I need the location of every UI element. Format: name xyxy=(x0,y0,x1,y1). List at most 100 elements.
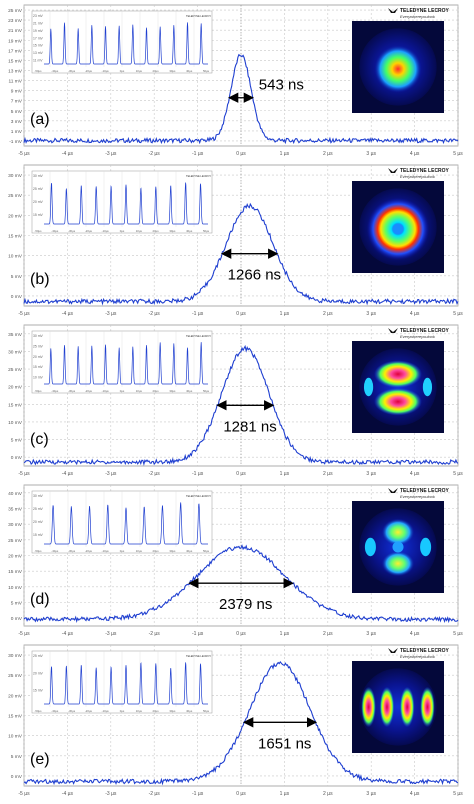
inset-x-tick: -10µs xyxy=(102,229,110,233)
x-tick-label: -1 µs xyxy=(192,471,204,477)
y-tick-label: 11 mV xyxy=(8,79,22,85)
y-tick-label: 1 mV xyxy=(11,129,23,135)
x-tick-label: 4 µs xyxy=(410,151,420,157)
x-tick-label: 1 µs xyxy=(280,791,290,797)
inset-x-tick: -40µs xyxy=(51,549,59,553)
beam-background-glow xyxy=(359,668,437,746)
inset-brand-label: TELEDYNE LECROY xyxy=(186,494,211,498)
inset-x-tick: 40µs xyxy=(186,69,193,73)
inset-x-tick: 0µs xyxy=(120,709,125,713)
y-tick-label: 10 mV xyxy=(8,585,23,591)
inset-y-tick: 30 mV xyxy=(33,494,44,498)
inset-x-tick: -50µs xyxy=(34,229,42,233)
beam-gaussian-spot xyxy=(374,45,422,93)
y-tick-label: 25 mV xyxy=(8,367,23,373)
x-tick-label: 3 µs xyxy=(366,631,376,637)
inset-y-tick: 23 mV xyxy=(33,14,44,18)
x-tick-label: 3 µs xyxy=(366,471,376,477)
teledyne-logo-icon xyxy=(388,8,398,13)
inset-y-tick: 10 mV xyxy=(33,376,44,380)
x-tick-label: -2 µs xyxy=(149,471,161,477)
fwhm-label: 1281 ns xyxy=(223,418,276,435)
x-tick-label: -4 µs xyxy=(62,791,74,797)
pulse-trace xyxy=(23,660,459,786)
inset-y-tick: 17 mV xyxy=(33,36,44,40)
beam-left-side-lobe xyxy=(363,377,374,397)
inset-x-tick: 0µs xyxy=(120,389,125,393)
inset-x-tick: 20µs xyxy=(153,229,160,233)
teledyne-logo-icon xyxy=(388,168,398,173)
x-tick-label: 5 µs xyxy=(453,151,463,157)
inset-trace xyxy=(44,662,208,705)
inset-y-tick: 25 mV xyxy=(33,187,44,191)
x-tick-label: -2 µs xyxy=(149,151,161,157)
inset-trace xyxy=(44,342,208,385)
inset-x-tick: 0µs xyxy=(120,69,125,73)
beam-upper-lobe xyxy=(374,360,422,388)
y-tick-label: 5 mV xyxy=(11,274,23,280)
brand-name: TELEDYNE LECROY xyxy=(400,488,450,494)
inset-y-tick: 15 mV xyxy=(33,44,44,48)
inset-pulse-train: 30 mV 25 mV 20 mV 15 mV 10 mV -50µs -40µs -30µs… xyxy=(31,330,213,394)
y-tick-label: 20 mV xyxy=(8,385,23,391)
y-tick-label: 0 mV xyxy=(11,774,23,780)
y-tick-label: 25 mV xyxy=(8,8,23,14)
x-tick-label: 5 µs xyxy=(453,631,463,637)
y-tick-label: 15 mV xyxy=(8,714,23,720)
panel-b: -5 µs -4 µs -3 µs -2 µs -1 µs 0 µs 1 µs 2 µs 3 µ… xyxy=(8,164,463,317)
inset-x-tick: 30µs xyxy=(169,229,176,233)
brand-tagline: Everywhereyoulook xyxy=(400,654,436,659)
x-tick-label: -1 µs xyxy=(192,631,204,637)
x-tick-label: 5 µs xyxy=(453,471,463,477)
inset-x-tick: -50µs xyxy=(34,69,42,73)
beam-bottom-petal xyxy=(381,550,415,577)
inset-y-tick: 15 mV xyxy=(33,365,44,369)
beam-lower-lobe xyxy=(374,387,422,416)
y-tick-label: 23 mV xyxy=(8,18,23,24)
x-tick-label: -3 µs xyxy=(105,151,117,157)
beam-top-petal xyxy=(381,518,415,547)
inset-y-tick: 21 mV xyxy=(33,21,44,25)
panel-label: (d) xyxy=(30,591,50,608)
y-tick-label: 0 mV xyxy=(11,455,23,461)
y-tick-label: 25 mV xyxy=(8,538,23,544)
inset-pulse-train: 30 mV 25 mV 20 mV 15 mV -50µs -40µs -30µs -20µs… xyxy=(31,490,213,554)
x-tick-label: -5 µs xyxy=(18,151,30,157)
brand-tagline: Everywhereyoulook xyxy=(400,494,436,499)
panel-label: (e) xyxy=(30,751,50,768)
y-tick-label: 5 mV xyxy=(11,754,23,760)
beam-lobe-3 xyxy=(399,686,415,728)
x-tick-label: -5 µs xyxy=(18,631,30,637)
inset-x-tick: -10µs xyxy=(102,549,110,553)
x-tick-label: -3 µs xyxy=(105,471,117,477)
inset-x-tick: -20µs xyxy=(85,69,93,73)
inset-y-tick: 25 mV xyxy=(33,344,44,348)
inset-x-tick: 20µs xyxy=(153,69,160,73)
x-tick-label: 0 µs xyxy=(236,471,246,477)
inset-y-tick: 19 mV xyxy=(33,29,44,33)
pulse-trace xyxy=(23,202,459,306)
inset-pulse-train: 25 mV 20 mV 15 mV -50µs -40µs -30µs -20µs -10µs… xyxy=(31,650,213,714)
inset-x-tick: 0µs xyxy=(120,229,125,233)
x-tick-label: -1 µs xyxy=(192,151,204,157)
inset-x-tick: 10µs xyxy=(136,389,143,393)
y-tick-label: 25 mV xyxy=(8,673,23,679)
x-tick-label: -4 µs xyxy=(62,311,74,317)
brand-name: TELEDYNE LECROY xyxy=(400,648,450,654)
inset-brand-label: TELEDYNE LECROY xyxy=(186,174,211,178)
inset-x-tick: -20µs xyxy=(85,549,93,553)
beam-lobe-2 xyxy=(379,686,395,728)
fwhm-label: 543 ns xyxy=(259,77,304,94)
y-tick-label: 10 mV xyxy=(8,420,23,426)
inset-x-tick: 10µs xyxy=(136,229,143,233)
y-tick-label: 9 mV xyxy=(11,89,23,95)
y-tick-label: 35 mV xyxy=(8,507,23,513)
x-tick-label: 2 µs xyxy=(323,631,333,637)
inset-x-tick: 30µs xyxy=(169,389,176,393)
inset-x-tick: -20µs xyxy=(85,389,93,393)
x-tick-label: -4 µs xyxy=(62,471,74,477)
pulse-trace xyxy=(23,344,459,466)
inset-y-tick: 15 mV xyxy=(33,689,44,693)
brand-name: TELEDYNE LECROY xyxy=(400,328,450,334)
